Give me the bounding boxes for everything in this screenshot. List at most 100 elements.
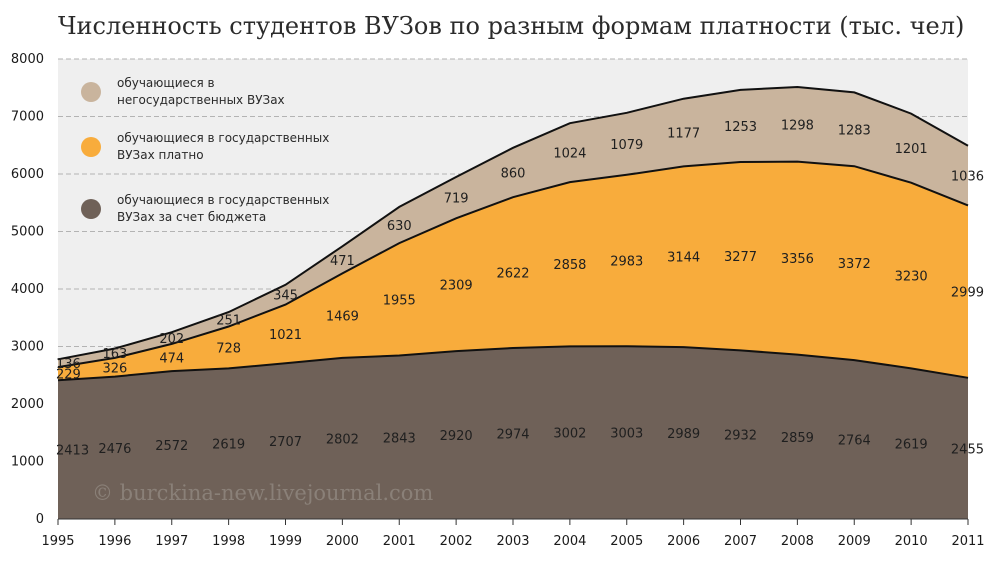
data-label: 163 bbox=[102, 347, 127, 362]
legend-marker bbox=[81, 82, 101, 102]
y-tick-label: 7000 bbox=[11, 110, 44, 125]
data-label: 2476 bbox=[98, 442, 131, 457]
legend-label-line1: обучающиеся в bbox=[117, 76, 215, 90]
x-tick-label: 2006 bbox=[667, 534, 700, 549]
data-label: 326 bbox=[102, 361, 127, 376]
x-tick-label: 2005 bbox=[610, 534, 643, 549]
x-tick-label: 2002 bbox=[440, 534, 473, 549]
data-label: 1201 bbox=[895, 142, 928, 157]
y-tick-label: 1000 bbox=[11, 455, 44, 470]
data-label: 2572 bbox=[155, 439, 188, 454]
data-label: 2619 bbox=[895, 438, 928, 453]
data-label: 229 bbox=[56, 368, 81, 383]
x-tick-label: 1995 bbox=[41, 534, 74, 549]
data-label: 2983 bbox=[610, 255, 643, 270]
data-label: 2843 bbox=[383, 431, 416, 446]
x-tick-label: 2003 bbox=[496, 534, 529, 549]
watermark-text: © burckina-new.livejournal.com bbox=[92, 481, 433, 505]
data-label: 1177 bbox=[667, 127, 700, 142]
data-label: 1024 bbox=[553, 147, 586, 162]
data-label: 3356 bbox=[781, 252, 814, 267]
series-line-1 bbox=[57, 345, 969, 382]
data-label: 2974 bbox=[496, 427, 529, 442]
data-label: 1036 bbox=[951, 170, 984, 185]
area-series-1 bbox=[58, 346, 968, 519]
axes: 0 1000 2000 3000 4000 5000 6000 7000 8000 1995 199… bbox=[11, 52, 985, 549]
data-label: 1298 bbox=[781, 118, 814, 133]
y-tick-label: 8000 bbox=[11, 52, 44, 67]
data-label: 2622 bbox=[496, 267, 529, 282]
data-label: 719 bbox=[444, 192, 469, 207]
data-label: 1283 bbox=[838, 123, 871, 138]
data-label: 2413 bbox=[56, 444, 89, 459]
data-label: 2989 bbox=[667, 427, 700, 442]
data-label: 3230 bbox=[895, 270, 928, 285]
data-label: 2932 bbox=[724, 429, 757, 444]
x-tick-label: 1999 bbox=[269, 534, 302, 549]
data-label: 2707 bbox=[269, 435, 302, 450]
data-label: 471 bbox=[330, 254, 355, 269]
x-tick-label: 2000 bbox=[326, 534, 359, 549]
y-tick-label: 0 bbox=[36, 512, 44, 527]
data-label: 3277 bbox=[724, 250, 757, 265]
x-tick-label: 2001 bbox=[383, 534, 416, 549]
data-label: 2455 bbox=[951, 442, 984, 457]
x-tick-label: 1998 bbox=[212, 534, 245, 549]
x-tick-label: 1996 bbox=[98, 534, 131, 549]
data-label: 2764 bbox=[838, 434, 871, 449]
y-tick-label: 5000 bbox=[11, 225, 44, 240]
y-tick-label: 4000 bbox=[11, 282, 44, 297]
legend-marker bbox=[81, 199, 101, 219]
x-tick-label: 2004 bbox=[553, 534, 586, 549]
data-label: 728 bbox=[216, 341, 241, 356]
data-label: 2859 bbox=[781, 431, 814, 446]
series-line-3 bbox=[57, 85, 969, 361]
data-label: 136 bbox=[56, 357, 81, 372]
legend-marker bbox=[81, 137, 101, 157]
x-tick-label: 2010 bbox=[895, 534, 928, 549]
area-series-3 bbox=[58, 87, 968, 368]
data-label: 345 bbox=[273, 289, 298, 304]
data-label: 630 bbox=[387, 219, 412, 234]
data-label: 3144 bbox=[667, 251, 700, 266]
data-label: 2920 bbox=[440, 429, 473, 444]
legend: обучающиеся в негосударственных ВУЗах обуч… bbox=[81, 76, 329, 224]
data-label: 2858 bbox=[553, 258, 586, 273]
series-boundary-lines bbox=[57, 85, 969, 382]
y-tick-label: 3000 bbox=[11, 340, 44, 355]
y-tick-label: 6000 bbox=[11, 167, 44, 182]
data-label: 2309 bbox=[440, 279, 473, 294]
legend-label-line2: ВУЗах за счет бюджета bbox=[117, 210, 266, 224]
x-tick-label: 2007 bbox=[724, 534, 757, 549]
data-label: 860 bbox=[501, 167, 526, 182]
data-label: 2802 bbox=[326, 432, 359, 447]
y-tick-label: 2000 bbox=[11, 397, 44, 412]
data-label: 202 bbox=[159, 332, 184, 347]
x-tick-label: 2009 bbox=[838, 534, 871, 549]
data-label: 251 bbox=[216, 313, 241, 328]
data-label: 2619 bbox=[212, 438, 245, 453]
data-label: 1955 bbox=[383, 293, 416, 308]
legend-label-line1: обучающиеся в государственных bbox=[117, 193, 329, 207]
legend-label-line2: ВУЗах платно bbox=[117, 148, 204, 162]
data-label: 3372 bbox=[838, 257, 871, 272]
x-tick-label: 2008 bbox=[781, 534, 814, 549]
series-line-2 bbox=[57, 160, 969, 369]
data-label: 1253 bbox=[724, 120, 757, 135]
data-label: 1469 bbox=[326, 310, 359, 325]
data-labels: 2413 2476 2572 2619 2707 2802 2843 2920 2974 3002… bbox=[56, 118, 984, 458]
area-series-2 bbox=[58, 161, 968, 381]
legend-label-line2: негосударственных ВУЗах bbox=[117, 93, 285, 107]
data-label: 3002 bbox=[553, 427, 586, 442]
legend-label-line1: обучающиеся в государственных bbox=[117, 131, 329, 145]
data-label: 1021 bbox=[269, 328, 302, 343]
area-series bbox=[58, 87, 968, 519]
data-label: 1079 bbox=[610, 138, 643, 153]
x-tick-label: 2011 bbox=[951, 534, 984, 549]
data-label: 3003 bbox=[610, 427, 643, 442]
x-tick-label: 1997 bbox=[155, 534, 188, 549]
watermark: © burckina-new.livejournal.com bbox=[92, 481, 433, 505]
data-label: 2999 bbox=[951, 286, 984, 301]
chart-title: Численность студентов ВУЗов по разным фо… bbox=[58, 12, 965, 40]
